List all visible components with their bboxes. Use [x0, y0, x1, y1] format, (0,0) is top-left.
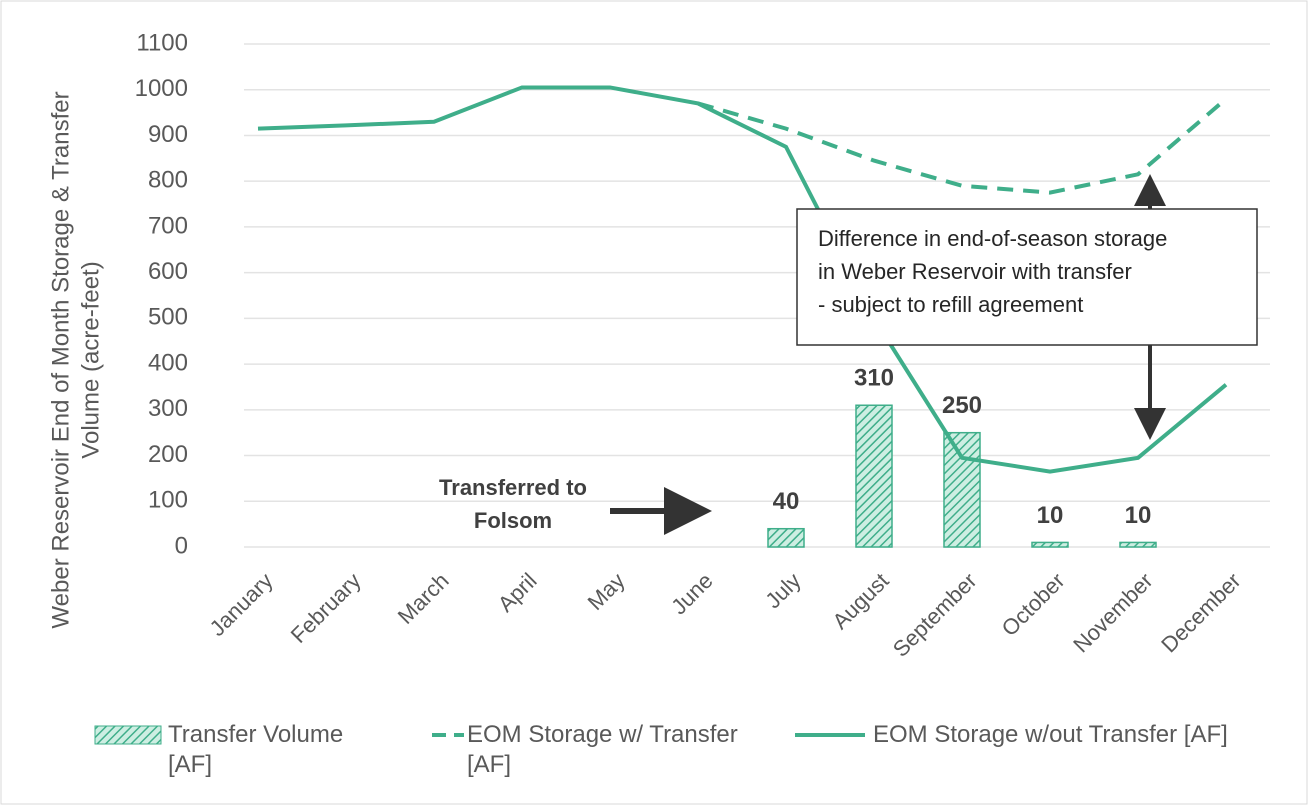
- x-tick-label: March: [393, 568, 454, 629]
- y-tick-label: 600: [148, 258, 188, 285]
- annotation: Transferred to: [439, 475, 587, 500]
- x-tick-label: July: [760, 568, 805, 613]
- y-tick-label: 100: [148, 487, 188, 514]
- bar: [1119, 541, 1157, 548]
- y-tick-label: 1000: [135, 75, 188, 102]
- line: [257, 85, 1228, 474]
- y-tick-label: 700: [148, 212, 188, 239]
- bar: [855, 404, 893, 548]
- annotation: Difference in end-of-season storage: [818, 226, 1167, 251]
- y-axis-label: Volume (acre-feet): [77, 261, 104, 458]
- legend-swatch: [94, 725, 162, 745]
- y-tick-label: 200: [148, 441, 188, 468]
- legend-label: EOM Storage w/out Transfer [AF]: [873, 721, 1228, 748]
- legend-label: Transfer Volume [AF]: [168, 721, 344, 778]
- x-tick-label: January: [205, 568, 278, 641]
- annotation: - subject to refill agreement: [818, 292, 1083, 317]
- x-tick-label: October: [997, 568, 1070, 641]
- bar: [767, 527, 805, 548]
- y-tick-label: 500: [148, 304, 188, 331]
- legend-label: EOM Storage w/ Transfer [AF]: [467, 721, 738, 778]
- y-tick-label: 900: [148, 121, 188, 148]
- line: [697, 97, 1228, 195]
- annotation: Folsom: [474, 508, 552, 533]
- x-tick-label: April: [493, 568, 542, 617]
- data-label: 40: [773, 488, 800, 515]
- data-label: 10: [1037, 502, 1064, 529]
- x-tick-label: December: [1156, 568, 1245, 657]
- y-tick-label: 300: [148, 395, 188, 422]
- y-tick-label: 800: [148, 167, 188, 194]
- bar: [1031, 541, 1069, 548]
- annotation: in Weber Reservoir with transfer: [818, 259, 1132, 284]
- x-tick-label: September: [888, 568, 982, 662]
- y-tick-label: 1100: [136, 29, 188, 56]
- annotation-box: [796, 208, 1258, 346]
- y-tick-label: 400: [148, 349, 188, 376]
- bar: [943, 431, 981, 548]
- y-axis-label: Weber Reservoir End of Month Storage & T…: [47, 91, 74, 628]
- data-label: 250: [942, 392, 982, 419]
- data-label: 310: [854, 365, 894, 392]
- x-tick-label: August: [828, 568, 894, 634]
- data-label: 10: [1125, 502, 1152, 529]
- x-tick-label: May: [583, 568, 630, 615]
- y-tick-label: 0: [175, 532, 188, 559]
- x-tick-label: November: [1068, 568, 1157, 657]
- x-tick-label: February: [286, 568, 366, 648]
- x-tick-label: June: [666, 568, 717, 619]
